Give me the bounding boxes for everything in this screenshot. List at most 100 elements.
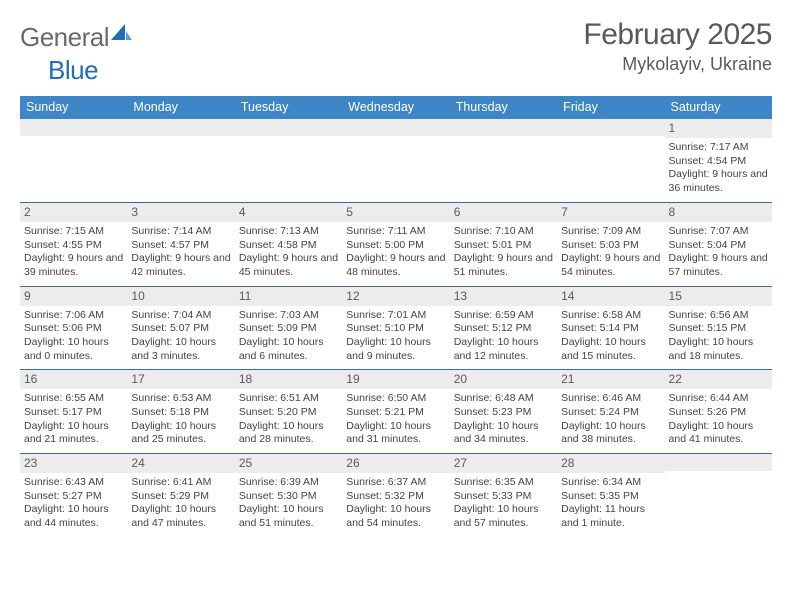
day-details: Sunrise: 6:56 AMSunset: 5:15 PMDaylight:…	[669, 309, 768, 364]
logo: General	[20, 18, 133, 53]
sunset-text: Sunset: 5:12 PM	[454, 322, 553, 336]
sunset-text: Sunset: 5:30 PM	[239, 490, 338, 504]
sunset-text: Sunset: 5:35 PM	[561, 490, 660, 504]
sunset-text: Sunset: 4:57 PM	[131, 239, 230, 253]
day-cell: 13 Sunrise: 6:59 AMSunset: 5:12 PMDayligh…	[450, 287, 557, 370]
sunset-text: Sunset: 5:21 PM	[346, 406, 445, 420]
sunrise-text: Sunrise: 7:15 AM	[24, 225, 123, 239]
sunrise-text: Sunrise: 7:10 AM	[454, 225, 553, 239]
sunset-text: Sunset: 5:03 PM	[561, 239, 660, 253]
sunrise-text: Sunrise: 6:46 AM	[561, 392, 660, 406]
sunrise-text: Sunrise: 7:04 AM	[131, 309, 230, 323]
day-details: Sunrise: 6:44 AMSunset: 5:26 PMDaylight:…	[669, 392, 768, 447]
sunset-text: Sunset: 5:01 PM	[454, 239, 553, 253]
calendar: Sunday Monday Tuesday Wednesday Thursday…	[20, 96, 772, 537]
daylight-text: Daylight: 9 hours and 54 minutes.	[561, 252, 660, 279]
day-number	[665, 454, 772, 471]
day-cell: 11Sunrise: 7:03 AMSunset: 5:09 PMDayligh…	[235, 287, 342, 370]
day-details: Sunrise: 6:41 AMSunset: 5:29 PMDaylight:…	[131, 476, 230, 531]
day-cell: 14 Sunrise: 6:58 AMSunset: 5:14 PMDayligh…	[557, 287, 664, 370]
day-number: 3	[127, 203, 234, 222]
sunrise-text: Sunrise: 7:13 AM	[239, 225, 338, 239]
day-details: Sunrise: 6:34 AMSunset: 5:35 PMDaylight:…	[561, 476, 660, 531]
day-number: 1	[665, 119, 772, 138]
daylight-text: Daylight: 10 hours and 15 minutes.	[561, 336, 660, 363]
day-cell: 20Sunrise: 6:48 AMSunset: 5:23 PMDayligh…	[450, 370, 557, 453]
sunset-text: Sunset: 4:58 PM	[239, 239, 338, 253]
sunrise-text: Sunrise: 6:44 AM	[669, 392, 768, 406]
week-row: 16Sunrise: 6:55 AMSunset: 5:17 PMDayligh…	[20, 370, 772, 454]
day-details: Sunrise: 7:15 AMSunset: 4:55 PMDaylight:…	[24, 225, 123, 280]
sunset-text: Sunset: 5:20 PM	[239, 406, 338, 420]
day-number	[450, 119, 557, 136]
daylight-text: Daylight: 10 hours and 28 minutes.	[239, 420, 338, 447]
daylight-text: Daylight: 10 hours and 47 minutes.	[131, 503, 230, 530]
day-details: Sunrise: 7:11 AMSunset: 5:00 PMDaylight:…	[346, 225, 445, 280]
day-number	[235, 119, 342, 136]
day-details: Sunrise: 7:07 AMSunset: 5:04 PMDaylight:…	[669, 225, 768, 280]
day-number: 18	[235, 370, 342, 389]
day-header-wed: Wednesday	[342, 96, 449, 119]
day-header-row: Sunday Monday Tuesday Wednesday Thursday…	[20, 96, 772, 119]
day-cell: 16Sunrise: 6:55 AMSunset: 5:17 PMDayligh…	[20, 370, 127, 453]
day-number: 26	[342, 454, 449, 473]
daylight-text: Daylight: 10 hours and 54 minutes.	[346, 503, 445, 530]
day-number: 7	[557, 203, 664, 222]
day-number	[557, 119, 664, 136]
week-row: 9Sunrise: 7:06 AMSunset: 5:06 PMDaylight…	[20, 287, 772, 371]
day-details: Sunrise: 7:17 AMSunset: 4:54 PMDaylight:…	[669, 141, 768, 196]
daylight-text: Daylight: 9 hours and 45 minutes.	[239, 252, 338, 279]
sunset-text: Sunset: 4:54 PM	[669, 155, 768, 169]
sunrise-text: Sunrise: 7:07 AM	[669, 225, 768, 239]
day-number: 19	[342, 370, 449, 389]
day-details: Sunrise: 6:43 AMSunset: 5:27 PMDaylight:…	[24, 476, 123, 531]
daylight-text: Daylight: 10 hours and 9 minutes.	[346, 336, 445, 363]
daylight-text: Daylight: 10 hours and 18 minutes.	[669, 336, 768, 363]
calendar-page: General February 2025 Mykolayiv, Ukraine…	[0, 0, 792, 537]
sunrise-text: Sunrise: 6:37 AM	[346, 476, 445, 490]
day-details: Sunrise: 6:55 AMSunset: 5:17 PMDaylight:…	[24, 392, 123, 447]
day-number: 14	[557, 287, 664, 306]
sunset-text: Sunset: 5:29 PM	[131, 490, 230, 504]
sunrise-text: Sunrise: 7:11 AM	[346, 225, 445, 239]
sail-icon	[111, 22, 133, 47]
day-details: Sunrise: 6:48 AMSunset: 5:23 PMDaylight:…	[454, 392, 553, 447]
daylight-text: Daylight: 9 hours and 39 minutes.	[24, 252, 123, 279]
sunset-text: Sunset: 5:06 PM	[24, 322, 123, 336]
day-number: 4	[235, 203, 342, 222]
sunrise-text: Sunrise: 6:50 AM	[346, 392, 445, 406]
day-details: Sunrise: 6:59 AMSunset: 5:12 PMDaylight:…	[454, 309, 553, 364]
day-details: Sunrise: 7:14 AMSunset: 4:57 PMDaylight:…	[131, 225, 230, 280]
day-details: Sunrise: 6:51 AMSunset: 5:20 PMDaylight:…	[239, 392, 338, 447]
daylight-text: Daylight: 9 hours and 42 minutes.	[131, 252, 230, 279]
day-details: Sunrise: 6:53 AMSunset: 5:18 PMDaylight:…	[131, 392, 230, 447]
day-number: 25	[235, 454, 342, 473]
day-cell	[235, 119, 342, 202]
sunrise-text: Sunrise: 6:55 AM	[24, 392, 123, 406]
day-header-sat: Saturday	[665, 96, 772, 119]
day-cell: 12Sunrise: 7:01 AMSunset: 5:10 PMDayligh…	[342, 287, 449, 370]
sunset-text: Sunset: 5:04 PM	[669, 239, 768, 253]
day-header-fri: Friday	[557, 96, 664, 119]
day-number: 17	[127, 370, 234, 389]
weeks-container: 1 Sunrise: 7:17 AMSunset: 4:54 PMDaylight…	[20, 119, 772, 537]
daylight-text: Daylight: 10 hours and 0 minutes.	[24, 336, 123, 363]
day-details: Sunrise: 6:58 AMSunset: 5:14 PMDaylight:…	[561, 309, 660, 364]
day-cell: 22Sunrise: 6:44 AMSunset: 5:26 PMDayligh…	[665, 370, 772, 453]
day-cell: 9Sunrise: 7:06 AMSunset: 5:06 PMDaylight…	[20, 287, 127, 370]
day-details: Sunrise: 6:35 AMSunset: 5:33 PMDaylight:…	[454, 476, 553, 531]
daylight-text: Daylight: 9 hours and 57 minutes.	[669, 252, 768, 279]
week-row: 2Sunrise: 7:15 AMSunset: 4:55 PMDaylight…	[20, 203, 772, 287]
day-number: 10	[127, 287, 234, 306]
sunrise-text: Sunrise: 6:43 AM	[24, 476, 123, 490]
day-details: Sunrise: 7:04 AMSunset: 5:07 PMDaylight:…	[131, 309, 230, 364]
day-cell: 10 Sunrise: 7:04 AMSunset: 5:07 PMDayligh…	[127, 287, 234, 370]
day-cell: 8Sunrise: 7:07 AMSunset: 5:04 PMDaylight…	[665, 203, 772, 286]
day-cell	[557, 119, 664, 202]
sunrise-text: Sunrise: 6:39 AM	[239, 476, 338, 490]
sunset-text: Sunset: 5:00 PM	[346, 239, 445, 253]
sunset-text: Sunset: 5:33 PM	[454, 490, 553, 504]
day-number: 13	[450, 287, 557, 306]
day-cell: 6Sunrise: 7:10 AMSunset: 5:01 PMDaylight…	[450, 203, 557, 286]
sunset-text: Sunset: 5:23 PM	[454, 406, 553, 420]
